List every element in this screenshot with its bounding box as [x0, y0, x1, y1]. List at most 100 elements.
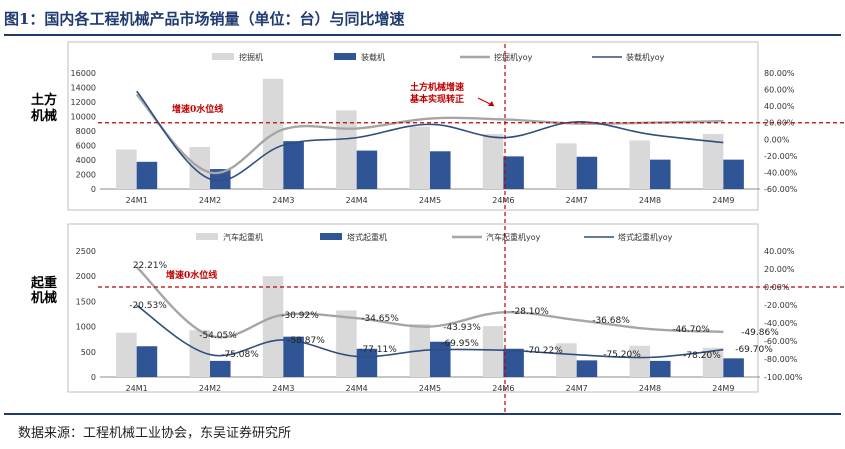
- panel-2-right-tick-2: -60.00%: [764, 337, 798, 346]
- panel-1-bar-a-6: [556, 143, 577, 189]
- panel-1-bar-a-8: [702, 133, 724, 189]
- panel-2-line-b-label-4: -69.95%: [441, 339, 479, 349]
- panel-1-x-tick-8: 24M9: [712, 196, 734, 205]
- panel-2-line-a-label-5: -28.10%: [511, 307, 549, 317]
- panel-2-line-b-label-3: -77.11%: [359, 345, 397, 355]
- panel-2-x-tick-1: 24M2: [199, 384, 221, 393]
- panel-2-left-tick-0: 0: [91, 373, 96, 382]
- panel-2-bar-b-2: [283, 336, 304, 377]
- panel-2-right-tick-0: -100.00%: [764, 373, 803, 382]
- panel-1-left-tick-1: 2000: [76, 171, 96, 180]
- panel-2-side-label-1: 起重: [30, 275, 57, 291]
- panel-2-bar-a-3: [336, 310, 357, 377]
- panel-2-line-b: [136, 304, 724, 359]
- panel-1-annotation-arrowhead: [488, 101, 494, 106]
- panel-1-left-tick-5: 10000: [71, 113, 96, 122]
- panel-1-bar-b-8: [723, 159, 744, 189]
- panel-2-bar-a-8: [702, 347, 724, 377]
- panel-2-right-tick-1: -80.00%: [764, 355, 798, 364]
- panel-2-bar-a-2: [262, 276, 284, 377]
- panel-2-x-tick-6: 24M7: [566, 384, 588, 393]
- panel-2-x-tick-8: 24M9: [712, 384, 734, 393]
- panel-1-bar-b-7: [650, 159, 671, 189]
- panel-2-bar-b-1: [210, 360, 231, 377]
- panel-2-line-b-label-7: -78.20%: [683, 351, 721, 361]
- panel-2-bar-b-0: [136, 346, 158, 377]
- panel-1-annotation-line-2: 基本实现转正: [409, 93, 464, 105]
- panel-1-right-tick-1: -40.00%: [764, 168, 798, 177]
- panel-1-annotation-line-1: 土方机械增速: [410, 81, 464, 93]
- panel-1-x-tick-1: 24M2: [199, 196, 221, 205]
- panel-1-x-tick-5: 24M6: [492, 196, 514, 205]
- panel-2-frame: [67, 223, 759, 393]
- panel-1-legend-label-3: 装载机yoy: [626, 52, 665, 62]
- panel-1-bar-a-7: [629, 140, 650, 189]
- panel-2-right-tick-7: 40.00%: [764, 247, 795, 256]
- panel-1-x-tick-3: 24M4: [346, 196, 368, 205]
- panel-1-right-tick-0: -60.00%: [764, 185, 798, 194]
- panel-2-line-b-label-1: -75.08%: [221, 350, 259, 360]
- panel-1-right-tick-7: 80.00%: [764, 69, 795, 78]
- panel-1-bar-a-3: [336, 110, 357, 189]
- panel-1-legend-label-0: 挖掘机: [239, 52, 263, 62]
- panel-2-bar-a-0: [116, 332, 137, 377]
- panel-2-line-a: [135, 266, 724, 339]
- panel-2-legend-swatch-1: [320, 233, 342, 240]
- panel-2-side-label-2: 机械: [31, 290, 57, 306]
- panel-2-line-b-label-5: -70.22%: [525, 346, 563, 356]
- panel-2-line-b-label-0: -20.53%: [129, 301, 167, 311]
- panel-1-bar-b-2: [283, 141, 304, 189]
- panel-1-x-tick-7: 24M8: [639, 196, 661, 205]
- panel-1-x-tick-0: 24M1: [126, 196, 148, 205]
- panel-2-x-tick-3: 24M4: [346, 384, 368, 393]
- panel-2-legend-label-1: 塔式起重机: [347, 232, 387, 242]
- panel-1-left-tick-8: 16000: [71, 69, 96, 78]
- panel-2-left-tick-3: 1500: [76, 297, 96, 306]
- panel-2-right-tick-3: -40.00%: [764, 319, 798, 328]
- panel-1-bar-b-5: [503, 156, 524, 189]
- panel-2-legend-label-2: 汽车起重机yoy: [486, 232, 541, 242]
- panel-1-bar-b-6: [576, 156, 598, 189]
- panel-2-x-tick-5: 24M6: [492, 384, 514, 393]
- panel-1-left-tick-7: 14000: [71, 84, 96, 93]
- panel-1-bar-b-0: [136, 161, 158, 189]
- panel-2-legend-swatch-0: [196, 233, 218, 240]
- panel-1-right-tick-3: 0.00%: [764, 135, 790, 144]
- figure-title: 图1：国内各工程机械产品市场销量（单位：台）与同比增速: [4, 10, 405, 28]
- panel-2-left-tick-1: 500: [81, 348, 96, 357]
- panel-2-x-tick-0: 24M1: [126, 384, 148, 393]
- panel-1-right-tick-6: 60.00%: [764, 86, 795, 95]
- panel-1-left-tick-4: 8000: [76, 127, 96, 136]
- panel-2-bar-a-1: [189, 330, 210, 377]
- panel-2-bar-b-6: [576, 360, 598, 377]
- panel-1-legend-label-1: 装载机: [361, 52, 385, 62]
- panel-1-left-tick-3: 6000: [76, 142, 96, 151]
- panel-1-legend-label-2: 挖掘机yoy: [494, 52, 533, 62]
- panel-1-x-tick-6: 24M7: [566, 196, 588, 205]
- panel-2-legend-label-0: 汽车起重机: [223, 232, 263, 242]
- panel-2-right-tick-5: 0.00%: [764, 283, 790, 292]
- panel-2-line-b-label-6: -75.20%: [603, 350, 641, 360]
- panel-1-legend-swatch-1: [334, 53, 356, 60]
- panel-1-left-tick-2: 4000: [76, 156, 96, 165]
- panel-1-bar-a-0: [116, 149, 137, 189]
- panel-2-bar-b-8: [723, 358, 744, 377]
- panel-2-bar-a-6: [556, 343, 577, 377]
- panel-1-right-tick-2: -20.00%: [764, 152, 798, 161]
- panel-2-bar-b-5: [503, 348, 524, 377]
- panel-2-left-tick-2: 1000: [76, 323, 96, 332]
- panel-2-line-a-label-4: -43.93%: [443, 323, 481, 333]
- panel-1-x-tick-2: 24M3: [272, 196, 294, 205]
- panel-1-left-tick-6: 12000: [71, 98, 96, 107]
- panel-2-legend-label-3: 塔式起重机yoy: [618, 232, 673, 242]
- panel-2-line-a-label-7: -46.70%: [672, 325, 710, 335]
- panel-2-left-tick-5: 2500: [76, 247, 96, 256]
- panel-2-line-a-label-3: -34.65%: [361, 314, 399, 324]
- panel-1-zero-ref-label: 增速0水位线: [172, 103, 223, 115]
- panel-2-line-a-label-6: -36.68%: [592, 316, 630, 326]
- panel-2-line-b-label-8: -69.70%: [735, 345, 773, 355]
- panel-2-bar-a-5: [482, 326, 504, 377]
- panel-2-line-a-label-8: -49.86%: [741, 328, 779, 338]
- panel-1-line-a: [135, 93, 724, 175]
